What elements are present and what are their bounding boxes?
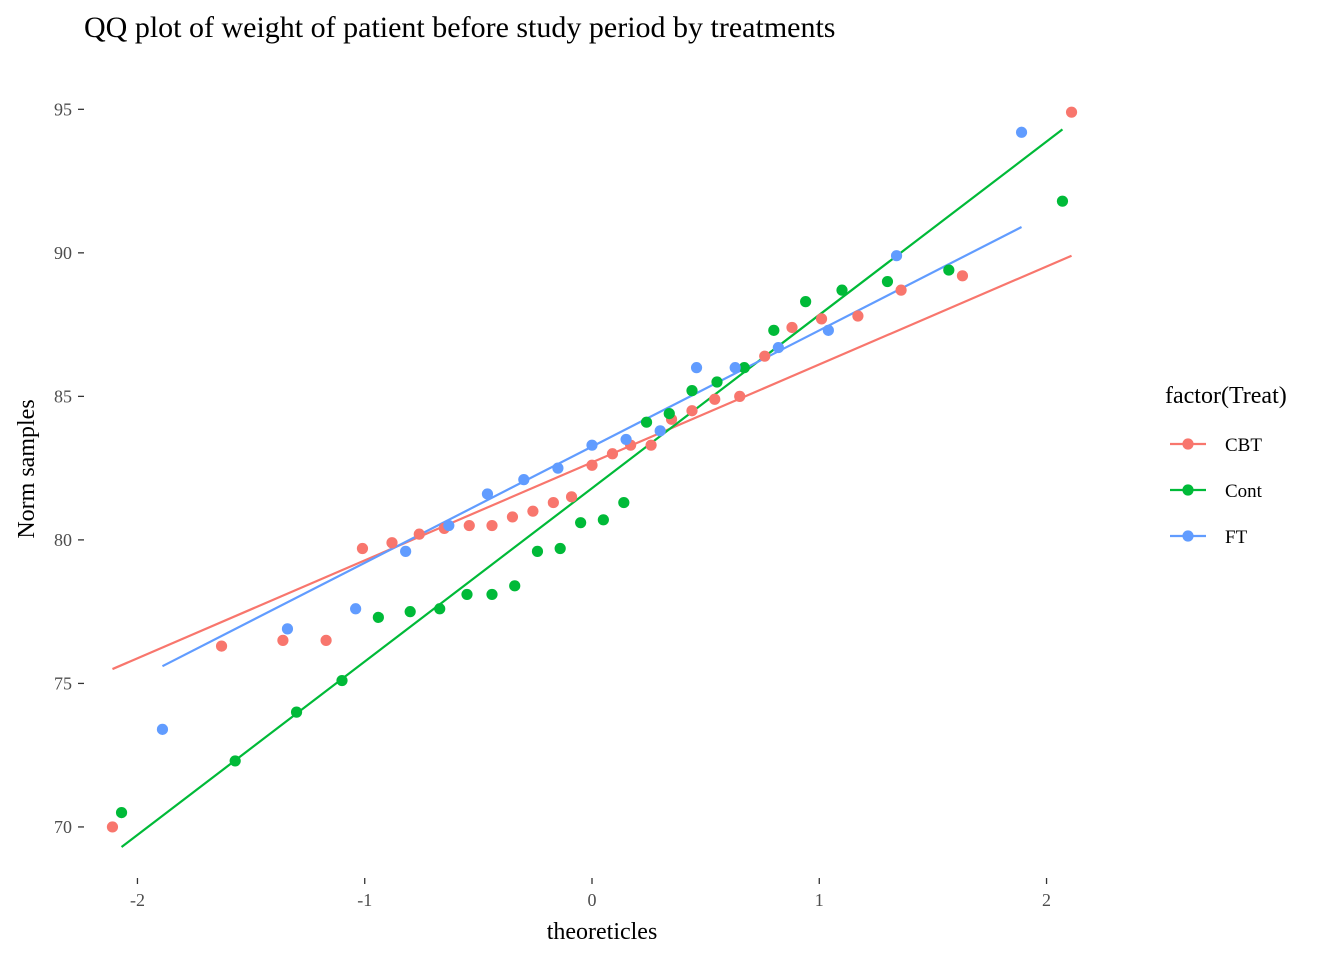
point-cont <box>229 755 241 767</box>
y-tick-label: 80 <box>54 530 72 550</box>
point-ft <box>586 439 598 451</box>
point-cont <box>434 603 446 615</box>
point-ft <box>443 519 455 532</box>
point-cont <box>836 284 848 296</box>
point-cbt <box>565 491 578 503</box>
point-cbt <box>606 448 619 460</box>
y-tick-label: 85 <box>54 386 72 406</box>
point-ft <box>281 623 294 635</box>
point-cbt <box>759 350 771 362</box>
point-cbt <box>815 313 828 325</box>
point-ft <box>552 462 564 474</box>
x-tick-label: 1 <box>815 890 824 910</box>
point-cont <box>486 588 498 601</box>
point-cont <box>640 416 653 428</box>
point-cont <box>663 407 675 420</box>
y-tick-label: 70 <box>54 817 72 837</box>
point-cbt <box>686 405 698 417</box>
point-ft <box>890 250 903 262</box>
point-cbt <box>547 496 559 509</box>
point-cbt <box>506 511 519 523</box>
point-cbt <box>463 519 475 532</box>
x-tick-label: 0 <box>588 890 597 910</box>
point-cbt <box>956 270 969 282</box>
point-cbt <box>106 821 119 833</box>
point-cont <box>686 385 698 397</box>
point-cont <box>943 264 955 276</box>
point-cont <box>1056 195 1069 207</box>
point-cont <box>800 296 812 308</box>
point-cont <box>290 706 303 718</box>
point-cbt <box>895 284 907 296</box>
legend-key-dot <box>1182 438 1194 450</box>
point-cont <box>372 611 384 623</box>
point-ft <box>690 362 703 374</box>
legend-title: factor(Treat) <box>1165 383 1287 409</box>
point-ft <box>1015 126 1028 138</box>
point-cbt <box>386 537 398 549</box>
point-cbt <box>645 439 657 451</box>
x-axis: -2 -1 0 1 2 <box>130 878 1051 910</box>
legend-key-dot <box>1182 484 1194 496</box>
point-ft <box>518 474 530 486</box>
point-cbt <box>527 505 539 517</box>
point-cbt <box>356 542 369 555</box>
point-cbt <box>734 390 746 402</box>
legend-key-dot <box>1182 530 1194 542</box>
y-tick-label: 95 <box>54 99 72 119</box>
point-cbt <box>486 519 498 532</box>
point-ft <box>729 362 741 374</box>
legend-label-cont: Cont <box>1225 481 1263 502</box>
plot-area <box>106 106 1078 848</box>
legend: factor(Treat) CBT Cont FT <box>1165 383 1287 548</box>
legend-items: CBT Cont FT <box>1170 435 1263 548</box>
legend-label-cbt: CBT <box>1225 435 1262 456</box>
point-cbt <box>413 528 425 540</box>
x-axis-title: theoreticles <box>547 919 658 945</box>
point-cont <box>575 517 587 529</box>
qq-line-cont <box>120 128 1064 848</box>
legend-label-ft: FT <box>1225 527 1248 548</box>
y-tick-label: 90 <box>54 243 72 263</box>
point-ft <box>156 723 169 735</box>
point-cont <box>115 806 128 819</box>
point-cont <box>597 514 609 526</box>
point-cbt <box>786 321 798 334</box>
point-ft <box>654 425 666 437</box>
point-ft <box>772 341 784 354</box>
point-cont <box>768 324 780 336</box>
y-axis: 70 75 80 85 90 95 <box>54 99 84 837</box>
point-ft <box>822 324 834 336</box>
y-tick-label: 75 <box>54 673 72 693</box>
point-cbt <box>320 634 332 646</box>
point-cbt <box>215 640 228 652</box>
x-tick-label: 2 <box>1042 890 1051 910</box>
point-cbt <box>1065 106 1078 118</box>
point-ft <box>481 488 494 500</box>
x-tick-label: -1 <box>357 890 372 910</box>
point-cont <box>881 275 894 288</box>
point-cbt <box>852 310 864 322</box>
point-cont <box>404 606 416 618</box>
point-cont <box>711 376 723 388</box>
y-axis-title: Norm samples <box>14 399 40 538</box>
point-ft <box>620 433 632 446</box>
point-cont <box>738 362 750 374</box>
point-cont <box>509 580 521 592</box>
point-cbt <box>709 393 721 405</box>
point-cbt <box>586 459 598 471</box>
point-cont <box>554 542 566 555</box>
point-cont <box>531 545 544 557</box>
chart-title: QQ plot of weight of patient before stud… <box>84 11 835 44</box>
point-cont <box>461 588 473 601</box>
point-cont <box>618 496 630 509</box>
point-cont <box>336 674 348 687</box>
point-cbt <box>277 634 289 646</box>
point-ft <box>350 603 362 615</box>
point-ft <box>400 545 412 557</box>
x-tick-label: -2 <box>130 890 145 910</box>
